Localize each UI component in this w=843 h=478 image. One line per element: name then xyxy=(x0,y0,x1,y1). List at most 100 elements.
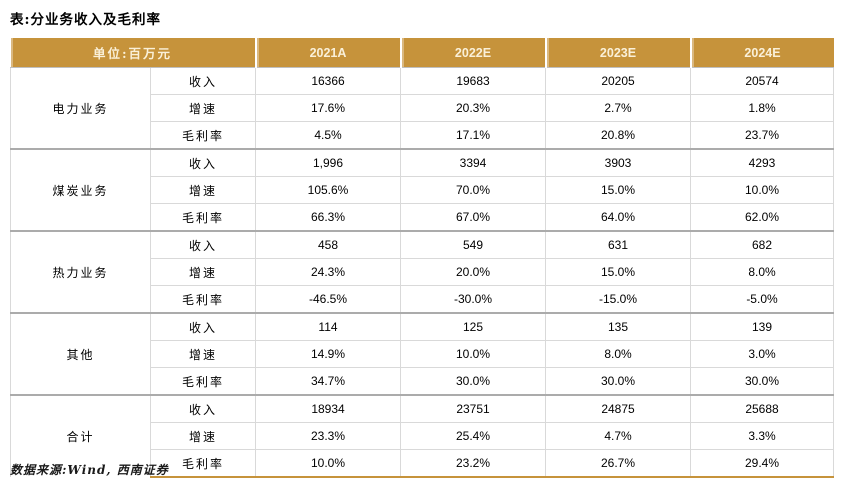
value-cell: 23.3% xyxy=(255,422,401,450)
table-row: 毛利率 -46.5% -30.0% -15.0% -5.0% xyxy=(11,285,834,313)
table-row: 增速 17.6% 20.3% 2.7% 1.8% xyxy=(11,94,834,122)
value-cell: 3.3% xyxy=(690,422,834,450)
metric-label: 毛利率 xyxy=(150,367,256,395)
table-row: 毛利率 34.7% 30.0% 30.0% 30.0% xyxy=(11,367,834,395)
value-cell: 3903 xyxy=(545,148,691,177)
table-row: 热力业务 收入 458 549 631 682 xyxy=(10,230,834,313)
value-cell: 2.7% xyxy=(545,94,691,122)
table-row: 合计 收入 18934 23751 24875 25688 xyxy=(10,394,834,477)
value-cell: 20.8% xyxy=(545,121,691,149)
value-cell: 631 xyxy=(545,230,691,259)
value-cell: 15.0% xyxy=(545,258,691,286)
value-cell: 23.7% xyxy=(690,121,834,149)
value-cell: 3394 xyxy=(400,148,546,177)
table-row: 毛利率 4.5% 17.1% 20.8% 23.7% xyxy=(11,121,834,149)
value-cell: 4.5% xyxy=(255,121,401,149)
table-row: 毛利率 10.0% 23.2% 26.7% 29.4% xyxy=(11,449,834,478)
value-cell: 30.0% xyxy=(690,367,834,395)
metric-label: 毛利率 xyxy=(150,121,256,149)
value-cell: 30.0% xyxy=(545,367,691,395)
value-cell: 549 xyxy=(400,230,546,259)
value-cell: 20574 xyxy=(690,67,834,95)
table-row: 增速 24.3% 20.0% 15.0% 8.0% xyxy=(11,258,834,286)
year-header-2024e: 2024E xyxy=(689,38,834,68)
metric-label: 收入 xyxy=(150,148,256,177)
table-row: 毛利率 66.3% 67.0% 64.0% 62.0% xyxy=(11,203,834,231)
value-cell: -30.0% xyxy=(400,285,546,313)
value-cell: 114 xyxy=(255,312,401,341)
value-cell: 26.7% xyxy=(545,449,691,478)
metric-label: 收入 xyxy=(150,394,256,423)
metric-label: 毛利率 xyxy=(150,203,256,231)
value-cell: 25688 xyxy=(690,394,834,423)
value-cell: 105.6% xyxy=(255,176,401,204)
metric-label: 收入 xyxy=(150,67,256,95)
table-row: 煤炭业务 收入 1,996 3394 3903 4293 xyxy=(10,148,834,231)
year-header-2023e: 2023E xyxy=(544,38,691,68)
table-row: 电力业务 收入 16366 19683 20205 20574 xyxy=(10,67,834,149)
metric-label: 增速 xyxy=(150,176,256,204)
group-name-heat: 热力业务 xyxy=(10,230,151,313)
value-cell: 8.0% xyxy=(690,258,834,286)
metric-label: 毛利率 xyxy=(150,285,256,313)
table-row: 增速 23.3% 25.4% 4.7% 3.3% xyxy=(11,422,834,450)
value-cell: 135 xyxy=(545,312,691,341)
value-cell: 4293 xyxy=(690,148,834,177)
value-cell: 23751 xyxy=(400,394,546,423)
value-cell: 67.0% xyxy=(400,203,546,231)
table-header-row: 单位:百万元 2021A 2022E 2023E 2024E xyxy=(10,38,834,68)
value-cell: 10.0% xyxy=(255,449,401,478)
value-cell: 20205 xyxy=(545,67,691,95)
metric-label: 增速 xyxy=(150,94,256,122)
value-cell: 34.7% xyxy=(255,367,401,395)
value-cell: 30.0% xyxy=(400,367,546,395)
value-cell: 64.0% xyxy=(545,203,691,231)
value-cell: -46.5% xyxy=(255,285,401,313)
value-cell: 29.4% xyxy=(690,449,834,478)
value-cell: 24.3% xyxy=(255,258,401,286)
value-cell: 17.1% xyxy=(400,121,546,149)
value-cell: 20.0% xyxy=(400,258,546,286)
value-cell: 18934 xyxy=(255,394,401,423)
value-cell: 23.2% xyxy=(400,449,546,478)
value-cell: 3.0% xyxy=(690,340,834,368)
group-name-total: 合计 xyxy=(10,394,151,477)
value-cell: 62.0% xyxy=(690,203,834,231)
group-name-power: 电力业务 xyxy=(10,67,151,149)
metric-label: 增速 xyxy=(150,258,256,286)
group-name-coal: 煤炭业务 xyxy=(10,148,151,231)
data-source-note: 数据来源:Wind, 西南证券 xyxy=(10,463,169,477)
value-cell: 10.0% xyxy=(400,340,546,368)
metric-label: 增速 xyxy=(150,422,256,450)
metric-label: 毛利率 xyxy=(150,449,256,478)
value-cell: 66.3% xyxy=(255,203,401,231)
unit-header-cell: 单位:百万元 xyxy=(10,38,256,68)
value-cell: 682 xyxy=(690,230,834,259)
value-cell: 10.0% xyxy=(690,176,834,204)
value-cell: 70.0% xyxy=(400,176,546,204)
value-cell: 1,996 xyxy=(255,148,401,177)
value-cell: 17.6% xyxy=(255,94,401,122)
table-row: 增速 14.9% 10.0% 8.0% 3.0% xyxy=(11,340,834,368)
metric-label: 收入 xyxy=(150,230,256,259)
table-row: 其他 收入 114 125 135 139 xyxy=(10,312,834,395)
value-cell: -5.0% xyxy=(690,285,834,313)
segment-revenue-margin-table: 单位:百万元 2021A 2022E 2023E 2024E 电力业务 收入 1… xyxy=(10,38,834,478)
table-title: 表:分业务收入及毛利率 xyxy=(10,12,161,28)
value-cell: 8.0% xyxy=(545,340,691,368)
value-cell: 19683 xyxy=(400,67,546,95)
metric-label: 增速 xyxy=(150,340,256,368)
value-cell: 139 xyxy=(690,312,834,341)
year-header-2022e: 2022E xyxy=(399,38,546,68)
year-header-2021a: 2021A xyxy=(254,38,401,68)
value-cell: 4.7% xyxy=(545,422,691,450)
table-row: 增速 105.6% 70.0% 15.0% 10.0% xyxy=(11,176,834,204)
value-cell: 16366 xyxy=(255,67,401,95)
value-cell: 458 xyxy=(255,230,401,259)
value-cell: 15.0% xyxy=(545,176,691,204)
metric-label: 收入 xyxy=(150,312,256,341)
value-cell: -15.0% xyxy=(545,285,691,313)
value-cell: 25.4% xyxy=(400,422,546,450)
value-cell: 14.9% xyxy=(255,340,401,368)
